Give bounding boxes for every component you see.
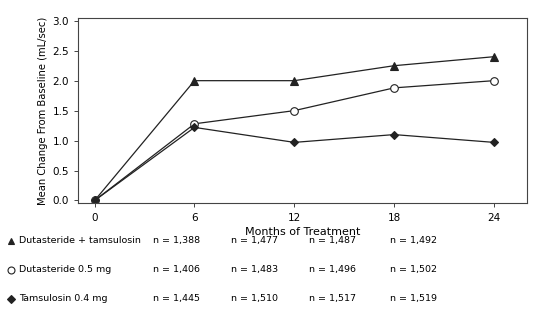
- Text: n = 1,492: n = 1,492: [390, 236, 437, 245]
- Text: n = 1,519: n = 1,519: [390, 294, 437, 303]
- Text: Dutasteride + tamsulosin: Dutasteride + tamsulosin: [19, 236, 141, 245]
- X-axis label: Months of Treatment: Months of Treatment: [245, 227, 360, 237]
- Text: n = 1,483: n = 1,483: [231, 265, 279, 274]
- Text: n = 1,517: n = 1,517: [309, 294, 356, 303]
- Text: n = 1,502: n = 1,502: [390, 265, 437, 274]
- Text: n = 1,445: n = 1,445: [153, 294, 200, 303]
- Text: Tamsulosin 0.4 mg: Tamsulosin 0.4 mg: [19, 294, 107, 303]
- Y-axis label: Mean Change From Baseline (mL/sec): Mean Change From Baseline (mL/sec): [38, 16, 48, 205]
- Text: n = 1,477: n = 1,477: [231, 236, 278, 245]
- Text: n = 1,487: n = 1,487: [309, 236, 356, 245]
- Text: n = 1,510: n = 1,510: [231, 294, 278, 303]
- Text: n = 1,496: n = 1,496: [309, 265, 356, 274]
- Text: Dutasteride 0.5 mg: Dutasteride 0.5 mg: [19, 265, 111, 274]
- Text: n = 1,388: n = 1,388: [153, 236, 201, 245]
- Text: n = 1,406: n = 1,406: [153, 265, 200, 274]
